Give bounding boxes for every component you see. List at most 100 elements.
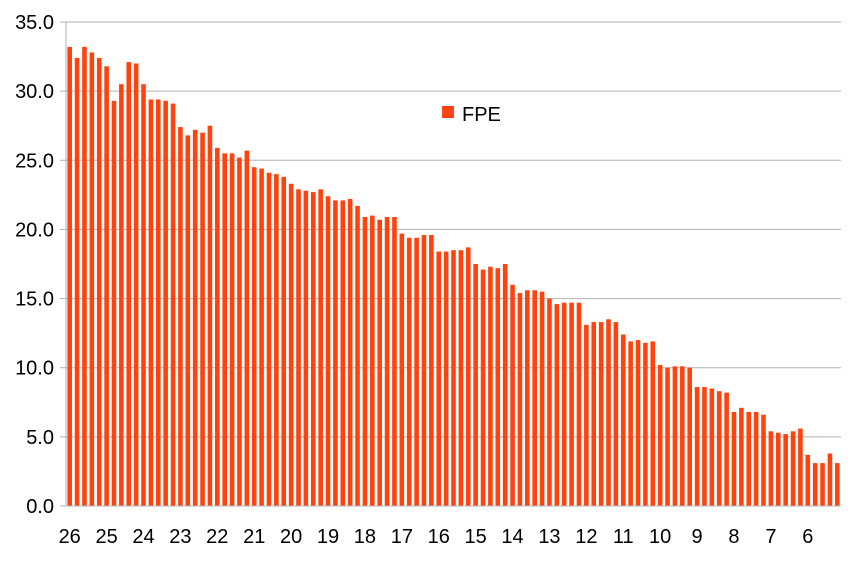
bar [835,463,840,506]
bar [384,216,390,507]
bar [805,454,811,506]
bar [739,407,744,506]
bar [569,302,574,506]
bar [170,103,176,506]
bar [465,247,471,506]
bar [406,237,412,507]
bar [635,340,641,506]
bar [532,290,537,506]
x-tick-label: 14 [501,526,523,548]
x-tick-label: 17 [391,526,413,548]
bar [650,341,656,506]
bar [133,63,139,507]
bar [768,431,774,506]
x-tick-label: 25 [95,526,117,548]
bar [274,174,279,507]
bar [429,234,434,506]
y-tick-label: 30.0 [15,81,54,103]
bar [680,366,685,506]
bar [702,387,707,506]
bar [584,324,589,506]
bar [96,57,102,506]
bar [458,250,464,506]
bar [517,293,523,506]
x-tick-label: 12 [575,526,597,548]
bar [222,153,227,506]
bar [119,84,124,506]
y-tick-labels: 0.0 5.0 10.0 15.0 20.0 25.0 30.0 35.0 [15,12,54,518]
bar [399,233,405,506]
x-tick-label: 16 [428,526,450,548]
bar [694,387,700,506]
bar [318,189,323,506]
bar [443,251,449,506]
x-tick-label: 18 [354,526,376,548]
bar [340,200,346,506]
bar [244,150,250,507]
bar [141,84,146,506]
bar [414,237,419,507]
bar [495,268,501,506]
bar [598,322,604,506]
bar [724,392,729,506]
axes [60,21,841,507]
x-tick-label: 26 [59,526,81,548]
bar [310,192,316,506]
bar [288,183,294,507]
bar [753,411,759,506]
bar [74,57,80,506]
bar [539,291,545,506]
y-tick-label: 5.0 [26,427,54,449]
bar [480,269,486,506]
bar [665,367,670,506]
bar [561,302,567,506]
bar [591,322,597,506]
bar [259,168,264,506]
bar [620,334,626,506]
y-tick-label: 35.0 [15,12,54,34]
bars [67,46,840,507]
x-tick-label: 6 [802,526,813,548]
bar [510,284,515,506]
bar [89,52,95,507]
legend-swatch-fpe [442,106,454,118]
x-tick-label: 20 [280,526,302,548]
bar [606,319,611,506]
x-tick-label: 24 [132,526,154,548]
bar [451,250,456,506]
bar [657,364,663,506]
bar [783,434,788,506]
y-tick-label: 15.0 [15,289,54,311]
bar [281,176,287,506]
bar [628,341,633,506]
bar [333,200,338,506]
bar [613,322,619,506]
bar [761,414,766,506]
bar [746,411,752,506]
bar [237,157,242,506]
bar [229,153,235,506]
bar [347,199,353,506]
x-tick-labels: 26 25 24 23 22 21 20 19 18 17 16 15 14 13 12 11 10 9 8 7 6 [59,526,814,548]
bar [576,302,582,506]
x-tick-label: 11 [613,526,634,548]
y-tick-label: 0.0 [26,496,54,518]
bar [111,100,117,506]
bar [104,66,109,506]
bar [436,251,442,506]
bar [473,264,478,506]
x-tick-label: 10 [649,526,671,548]
bar [731,411,737,506]
bar [525,290,530,506]
x-tick-label: 7 [765,526,776,548]
x-tick-label: 22 [206,526,228,548]
bar [355,205,360,507]
bar [155,99,161,506]
bar [827,453,833,506]
bar [178,127,183,506]
bar [200,132,205,506]
bar [303,190,309,506]
bar [488,266,493,506]
bar [812,463,818,506]
